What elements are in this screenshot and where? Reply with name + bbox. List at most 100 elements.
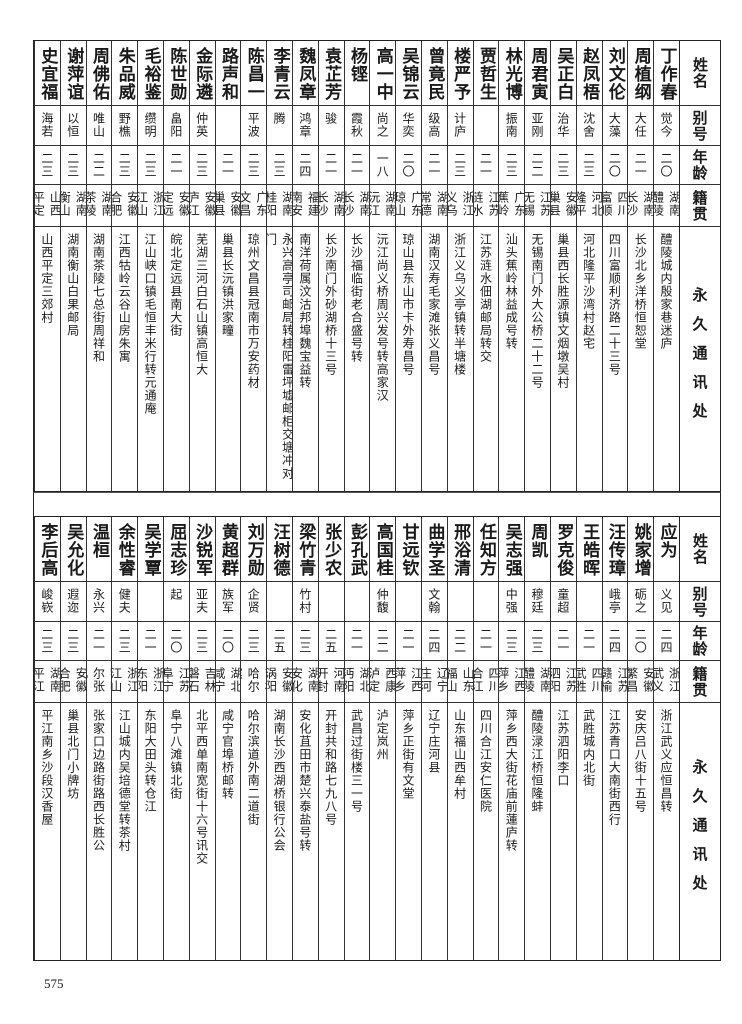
- name-wrap: 曾竟民: [424, 47, 444, 101]
- cell-origin: 广东琼山: [396, 185, 421, 227]
- cell-address: 江山城内吴培德堂转茶村: [112, 703, 137, 960]
- table-row: 沙锐军 亚夫 二三 吉林磐石 北平西单南宽街十六号讯交: [188, 517, 215, 960]
- person-alias: 海若: [39, 112, 54, 138]
- cell-address: 永兴高亭司邮局转桂阳雷坪墟邮柜交塘冲对门: [267, 227, 292, 491]
- cell-name: 高一中: [370, 41, 396, 106]
- person-address: 平江南乡沙段汉香屋: [39, 709, 54, 826]
- cell-origin: 湖南茶陵: [86, 185, 112, 227]
- cell-name: 袁芷芳: [318, 41, 344, 106]
- cell-name: 温桓: [86, 517, 112, 582]
- cell-origin: 浙江武义: [654, 661, 679, 703]
- cell-alias: [447, 582, 473, 622]
- person-age: 一八: [375, 152, 390, 178]
- cell-origin: 湖南醴陵: [654, 185, 679, 227]
- cell-name: 张少农: [318, 517, 344, 582]
- person-address: 巢县长沅镇洪家疃: [220, 233, 235, 337]
- cell-age: 二一: [86, 622, 112, 661]
- cell-age: 二一: [473, 146, 499, 185]
- person-alias: 计庐: [452, 112, 467, 138]
- person-origin: 安徽庐江: [189, 191, 215, 217]
- cell-alias: 企贤: [241, 582, 267, 622]
- table-row: 周植纲 大任 二一 湖南长沙 长沙北乡洋桥恒恕堂: [627, 41, 654, 491]
- person-origin: 浙江江山: [112, 667, 138, 693]
- cell-age: 二三: [112, 146, 138, 185]
- person-age: 二三: [117, 628, 132, 654]
- table-row: 高国桂 仲馥 二二 西康泸定 泸定岚州: [369, 517, 396, 960]
- cell-origin: 湖南常德: [421, 185, 447, 227]
- cell-name: 周佛佑: [86, 41, 112, 106]
- cell-address: 长沙北乡洋桥恒恕堂: [628, 227, 653, 491]
- cell-address: 北平西单南宽街十六号讯交: [190, 703, 215, 960]
- person-address: 巢县西长胜源镇文烟墩吴村: [555, 233, 570, 389]
- cell-age: 二一: [318, 146, 344, 185]
- cell-age: 二一: [344, 146, 370, 185]
- cell-name: 余性睿: [112, 517, 138, 582]
- cell-name: 路声和: [215, 41, 241, 106]
- person-name: 甘远钦: [398, 523, 419, 577]
- person-name: 吴正白: [553, 47, 574, 101]
- cell-age: 二三: [576, 146, 602, 185]
- cell-origin: 福建南安: [292, 185, 318, 227]
- cell-origin: 安徽庐江: [189, 185, 215, 227]
- person-alias: 腾: [272, 112, 287, 125]
- person-address: 武昌过街楼三一号: [349, 709, 364, 813]
- table-row: 张少农 二五 河南开封 开封共和路七九八号: [317, 517, 344, 960]
- name-wrap: 周植纲: [631, 47, 651, 101]
- person-age: 二五: [323, 628, 338, 654]
- person-address: 江山峡口镇毛恒丰米行转元通庵: [143, 233, 158, 415]
- name-wrap: 高国桂: [373, 523, 393, 577]
- cell-name: 任知方: [473, 517, 499, 582]
- person-alias: 砺之: [633, 588, 648, 614]
- header-origin-label: 籍贯: [690, 189, 709, 222]
- cell-age: 二〇: [396, 146, 421, 185]
- person-address: 琼山县东山市卡外寿昌号: [401, 233, 416, 376]
- person-alias: 中强: [504, 588, 519, 614]
- header-address: 永久通讯处: [680, 227, 720, 491]
- cell-alias: 童超: [550, 582, 576, 622]
- table-row: 赵凤梧 沈舍 二三 河北隆平 河北隆平沙湾村赵宅: [575, 41, 602, 491]
- person-origin: 湖南安化: [292, 667, 318, 693]
- header-name-label: 姓名: [690, 533, 709, 565]
- name-wrap: 林光博: [502, 47, 522, 101]
- cell-name: 史宜福: [35, 41, 60, 106]
- person-alias: 企贤: [246, 588, 261, 614]
- table-row: 吴志强 中强 二三 江西萍乡 萍乡西大街花庙前蓮庐转: [498, 517, 525, 960]
- table-row: 曾竟民 级高 二一 湖南常德 湖南汉寿毛家滩张义昌号: [420, 41, 447, 491]
- cell-alias: [473, 582, 499, 622]
- person-origin: 安徽定远: [163, 191, 189, 217]
- cell-alias: [396, 582, 421, 622]
- cell-age: 二四: [292, 146, 318, 185]
- cell-age: 二三: [499, 622, 525, 661]
- cell-age: 二一: [628, 146, 654, 185]
- person-address: 萍乡西大街花庙前蓮庐转: [504, 709, 519, 852]
- person-origin: 江苏无锡: [525, 191, 550, 217]
- person-alias: 尚之: [375, 112, 390, 138]
- person-name: 应为: [656, 523, 677, 559]
- person-address: 萍乡正街有文堂: [401, 709, 416, 800]
- cell-origin: 安徽繁昌: [628, 661, 654, 703]
- cell-age: 二一: [344, 622, 370, 661]
- person-address: 皖北定远县南大街: [168, 233, 183, 337]
- person-age: 二三: [297, 628, 312, 654]
- cell-address: 琼州文昌县冠南市万安药材: [241, 227, 266, 491]
- cell-alias: 华奕: [396, 106, 421, 146]
- person-address: 江苏泗阳李口: [555, 709, 570, 787]
- person-address: 长沙福临街老合盛号转: [349, 233, 364, 363]
- cell-origin: 浙江义乌: [447, 185, 473, 227]
- header-origin-label: 籍贯: [690, 665, 709, 698]
- cell-age: 二二: [370, 622, 396, 661]
- cell-alias: 振南: [499, 106, 525, 146]
- cell-age: 二三: [60, 622, 86, 661]
- person-name: 张少农: [321, 523, 342, 577]
- person-alias: 起: [168, 588, 183, 601]
- person-origin: 江西萍乡: [396, 667, 421, 693]
- person-age: 二三: [452, 152, 467, 178]
- table-row: 陈世勋 畠阳 二一 安徽定远 皖北定远县南大街: [162, 41, 189, 491]
- person-age: 二五: [272, 628, 287, 654]
- person-name: 余性睿: [114, 523, 135, 577]
- cell-alias: 鸿章: [292, 106, 318, 146]
- name-wrap: 彭孔武: [347, 523, 367, 577]
- table-row: 金际遴 仲英 二三 安徽庐江 芜湖三河白石山镇高恒大: [188, 41, 215, 491]
- name-wrap: 吴志强: [502, 523, 522, 577]
- cell-address: 沅江尚义桥周兴发号转高家汉: [370, 227, 395, 491]
